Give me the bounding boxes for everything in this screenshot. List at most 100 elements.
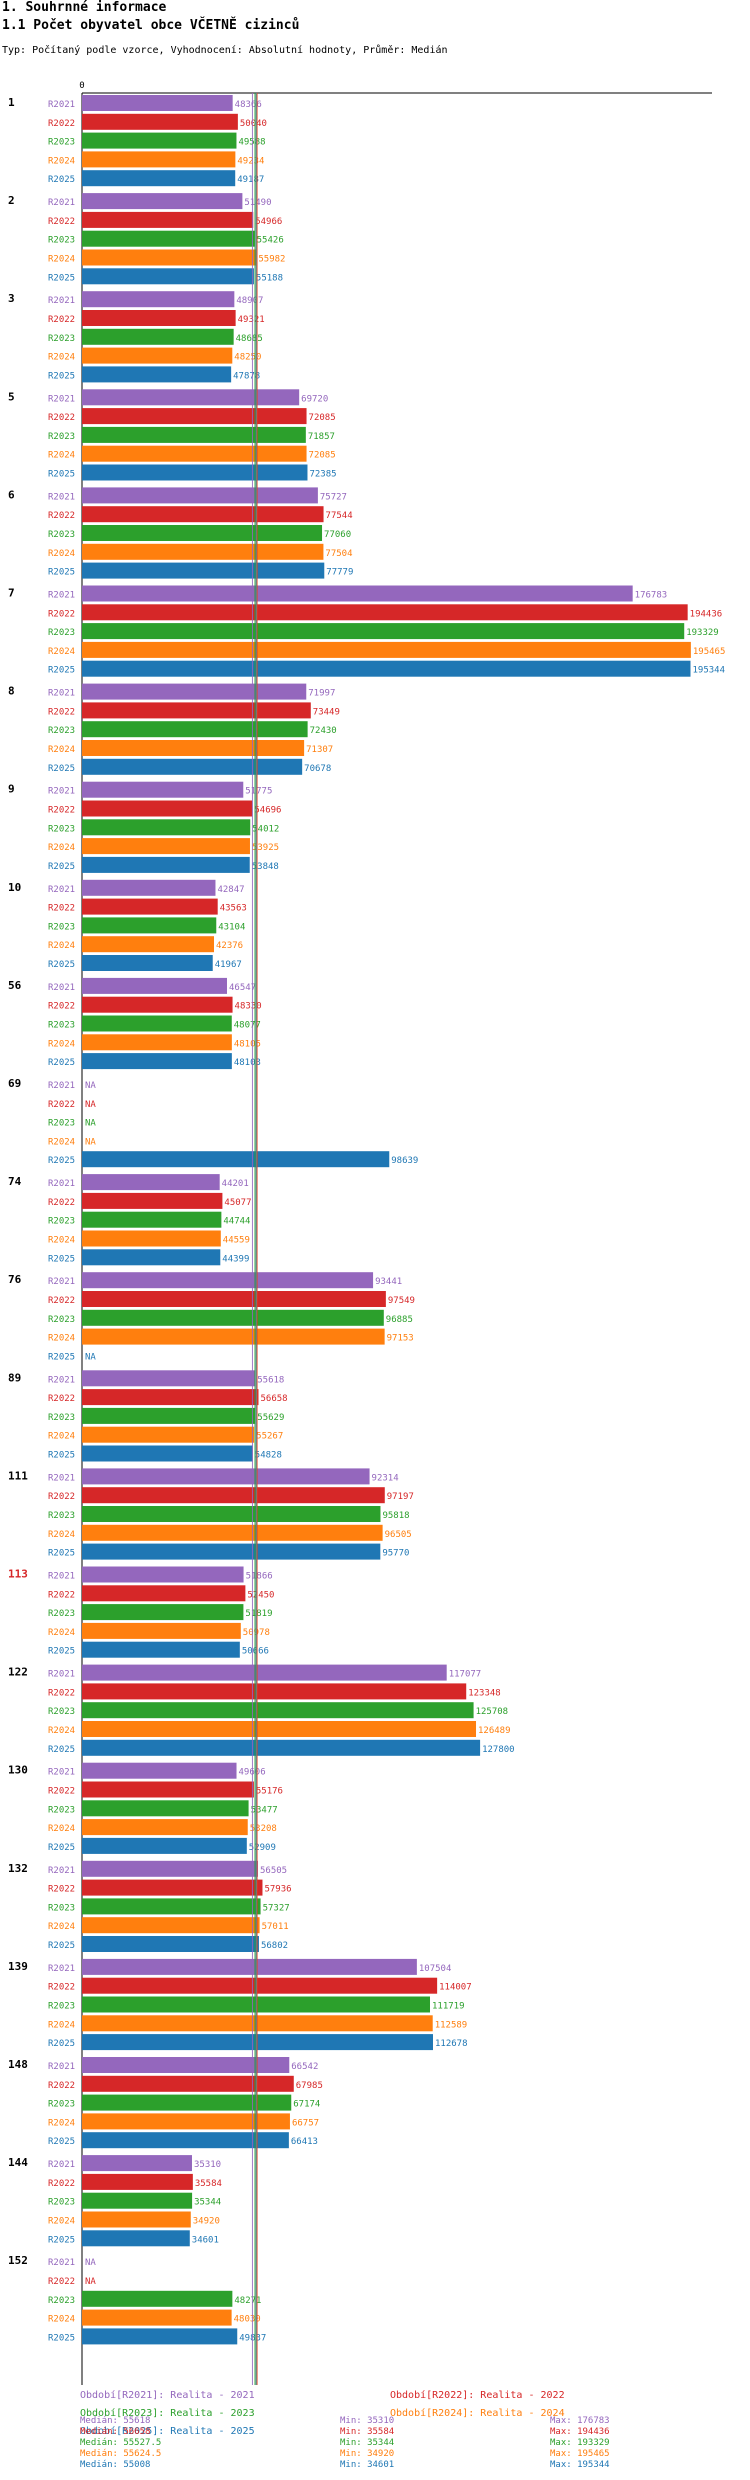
bar [82,2230,190,2247]
series-label: R2024 [48,1039,75,1049]
series-label: R2021 [48,1572,75,1582]
bar-value-label: 125708 [476,1707,509,1717]
category-label: 76 [8,1273,22,1286]
bar-value-label: 67174 [293,2100,320,2110]
series-label: R2022 [48,1394,75,1404]
series-label: R2023 [48,628,75,638]
x-axis-zero-label: 0 [79,81,84,91]
bar [82,426,306,443]
bar-value-label: 54696 [254,806,281,816]
bar-value-label: 66542 [291,2062,318,2072]
bar-value-label: 96885 [386,1315,413,1325]
series-label: R2025 [48,1941,75,1951]
series-label: R2021 [48,2062,75,2072]
bar [82,1192,223,1209]
series-label: R2025 [48,666,75,676]
series-label: R2023 [48,1805,75,1815]
series-label: R2025 [48,1647,75,1657]
bar [82,1487,385,1504]
bar [82,1506,381,1522]
series-label: R2025 [48,2333,75,2343]
series-label: R2023 [48,1903,75,1913]
series-label: R2021 [48,1081,75,1091]
category-label: 139 [8,1960,28,1973]
series-label: R2025 [48,2039,75,2049]
bar [82,898,218,915]
series-label: R2022 [48,2277,75,2287]
bar [82,310,236,326]
na-label: NA [85,1119,96,1129]
bar-value-label: 43563 [220,904,247,914]
bar [82,1585,246,1602]
series-label: R2024 [48,451,75,461]
series-label: R2021 [48,1866,75,1876]
bar [82,1917,260,1934]
bar [82,604,688,621]
series-label: R2025 [48,862,75,872]
bar [82,2132,289,2149]
legend-entry-r2023: Období[R2023]: Realita - 2023 [80,2408,255,2419]
category-label: 2 [8,194,15,207]
bar-value-label: 117077 [449,1670,482,1680]
series-label: R2023 [48,1511,75,1521]
na-label: NA [85,2277,96,2287]
bar-value-label: 77544 [326,511,353,521]
bar [82,1291,386,1307]
bar-value-label: 52450 [247,1590,274,1600]
series-label: R2023 [48,1217,75,1227]
bar-value-label: 54828 [255,1451,282,1461]
series-label: R2023 [48,1707,75,1717]
bar-value-label: 66757 [292,2118,319,2128]
bar-value-label: 35344 [194,2198,221,2208]
bar-value-label: 112678 [435,2039,468,2049]
bar [82,1211,222,1228]
bar-value-label: 195465 [693,647,726,657]
bar-value-label: 72430 [310,726,337,736]
bar-value-label: 95770 [382,1549,409,1559]
series-label: R2025 [48,273,75,283]
series-label: R2025 [48,1352,75,1362]
bar [82,95,233,111]
bar-value-label: 77779 [326,568,353,578]
bar [82,562,325,579]
series-label: R2024 [48,941,75,951]
bar [82,977,227,994]
bar [82,230,255,247]
bar [82,170,236,187]
series-label: R2021 [48,983,75,993]
series-label: R2024 [48,156,75,166]
bar-value-label: 55188 [256,273,283,283]
bar [82,389,300,406]
series-label: R2025 [48,470,75,480]
bar-value-label: 51490 [244,198,271,208]
bar-value-label: 55629 [257,1413,284,1423]
bar-value-label: 195344 [692,666,725,676]
bar-value-label: 57936 [264,1885,291,1895]
series-label: R2023 [48,334,75,344]
bar [82,585,633,602]
bar [82,1898,261,1915]
bar-value-label: 71997 [308,689,335,699]
series-label: R2025 [48,371,75,381]
bar [82,1151,390,1168]
series-label: R2023 [48,530,75,540]
bar-value-label: 107504 [419,1964,452,1974]
series-label: R2023 [48,2100,75,2110]
bar [82,740,305,756]
bar [82,1272,374,1289]
series-label: R2024 [48,1726,75,1736]
series-label: R2021 [48,885,75,895]
series-label: R2021 [48,1670,75,1680]
bar-value-label: 53848 [252,862,279,872]
series-label: R2021 [48,296,75,306]
chart-title: 1.1 Počet obyvatel obce VČETNĚ cizinců [2,18,300,33]
bar-value-label: 98639 [391,1156,418,1166]
bar-value-label: 57011 [262,1922,289,1932]
series-label: R2024 [48,2020,75,2030]
series-label: R2021 [48,198,75,208]
bar [82,838,250,855]
bar [82,1174,220,1191]
bar-value-label: 48105 [234,1039,261,1049]
bar-value-label: 77504 [325,549,352,559]
bar-value-label: 52909 [249,1843,276,1853]
